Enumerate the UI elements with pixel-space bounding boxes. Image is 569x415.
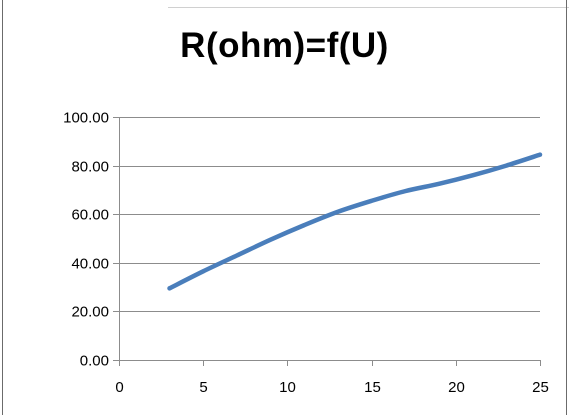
y-tick-label-0: 0.00: [80, 353, 109, 370]
y-tick-label-4: 80.00: [71, 159, 109, 176]
axes: [113, 117, 541, 366]
right-border-line: [566, 0, 567, 415]
y-tick-label-5: 100.00: [63, 110, 109, 127]
y-tick-labels: 0.00 20.00 40.00 60.00 80.00 100.00: [63, 110, 109, 370]
top-border-line: [168, 7, 569, 8]
series-layer: [167, 152, 543, 291]
chart-title: R(ohm)=f(U): [180, 26, 389, 65]
x-tick-label-4: 20: [448, 379, 465, 396]
y-tick-label-1: 20.00: [71, 304, 109, 321]
x-tick-label-3: 15: [364, 379, 381, 396]
series-line-0: [167, 152, 543, 291]
x-tick-label-5: 25: [532, 379, 549, 396]
x-tick-label-0: 0: [115, 379, 123, 396]
x-tick-labels: 0 5 10 15 20 25: [115, 379, 549, 396]
left-border-line: [2, 0, 3, 415]
x-tick-label-2: 10: [279, 379, 296, 396]
x-tick-label-1: 5: [199, 379, 207, 396]
y-tick-label-3: 60.00: [71, 207, 109, 224]
y-tick-label-2: 40.00: [71, 256, 109, 273]
